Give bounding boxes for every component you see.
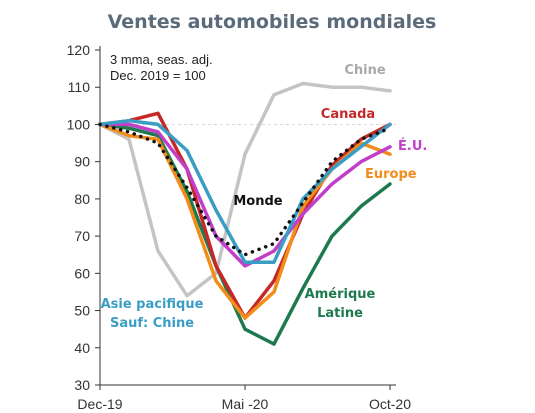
series-label-asie-pacifique-sauf-chine: Sauf: Chine [110, 316, 194, 331]
y-tick-label: 70 [74, 228, 90, 244]
x-tick-label: Dec-19 [77, 396, 122, 412]
y-tick-label: 80 [74, 191, 90, 207]
series-label-europe: Europe [365, 167, 417, 182]
series-line-chine [98, 81, 392, 298]
series-label-amerique-latine: Latine [317, 306, 363, 321]
annotation-line-2: Dec. 2019 = 100 [110, 68, 206, 83]
y-tick-label: 100 [67, 116, 91, 132]
series-line-asie-pacifique-sauf-chine [98, 118, 392, 264]
annotation-line-1: 3 mma, seas. adj. [110, 52, 213, 67]
series-label-monde: Monde [233, 194, 282, 209]
y-tick-label: 30 [74, 377, 90, 393]
chart-title: Ventes automobiles mondiales [108, 11, 437, 33]
x-tick-label: Oct-20 [369, 396, 411, 412]
y-tick-label: 110 [68, 79, 91, 95]
y-tick-label: 60 [74, 265, 90, 281]
series-line-monde [98, 122, 392, 257]
y-tick-label: 120 [67, 42, 91, 58]
series-line-amerique-latine [98, 122, 392, 346]
y-tick-label: 90 [74, 154, 90, 170]
series-label-canada: Canada [321, 107, 375, 122]
series-label-e-u: É.U. [398, 138, 427, 154]
series-label-asie-pacifique-sauf-chine: Asie pacifique [101, 297, 204, 312]
series-label-chine: Chine [344, 63, 386, 78]
y-tick-label: 40 [74, 340, 90, 356]
y-tick-label: 50 [74, 303, 90, 319]
series-label-amerique-latine: Amérique [305, 287, 376, 302]
x-tick-label: Mai -20 [222, 396, 269, 412]
series-line-e-u [98, 122, 392, 268]
